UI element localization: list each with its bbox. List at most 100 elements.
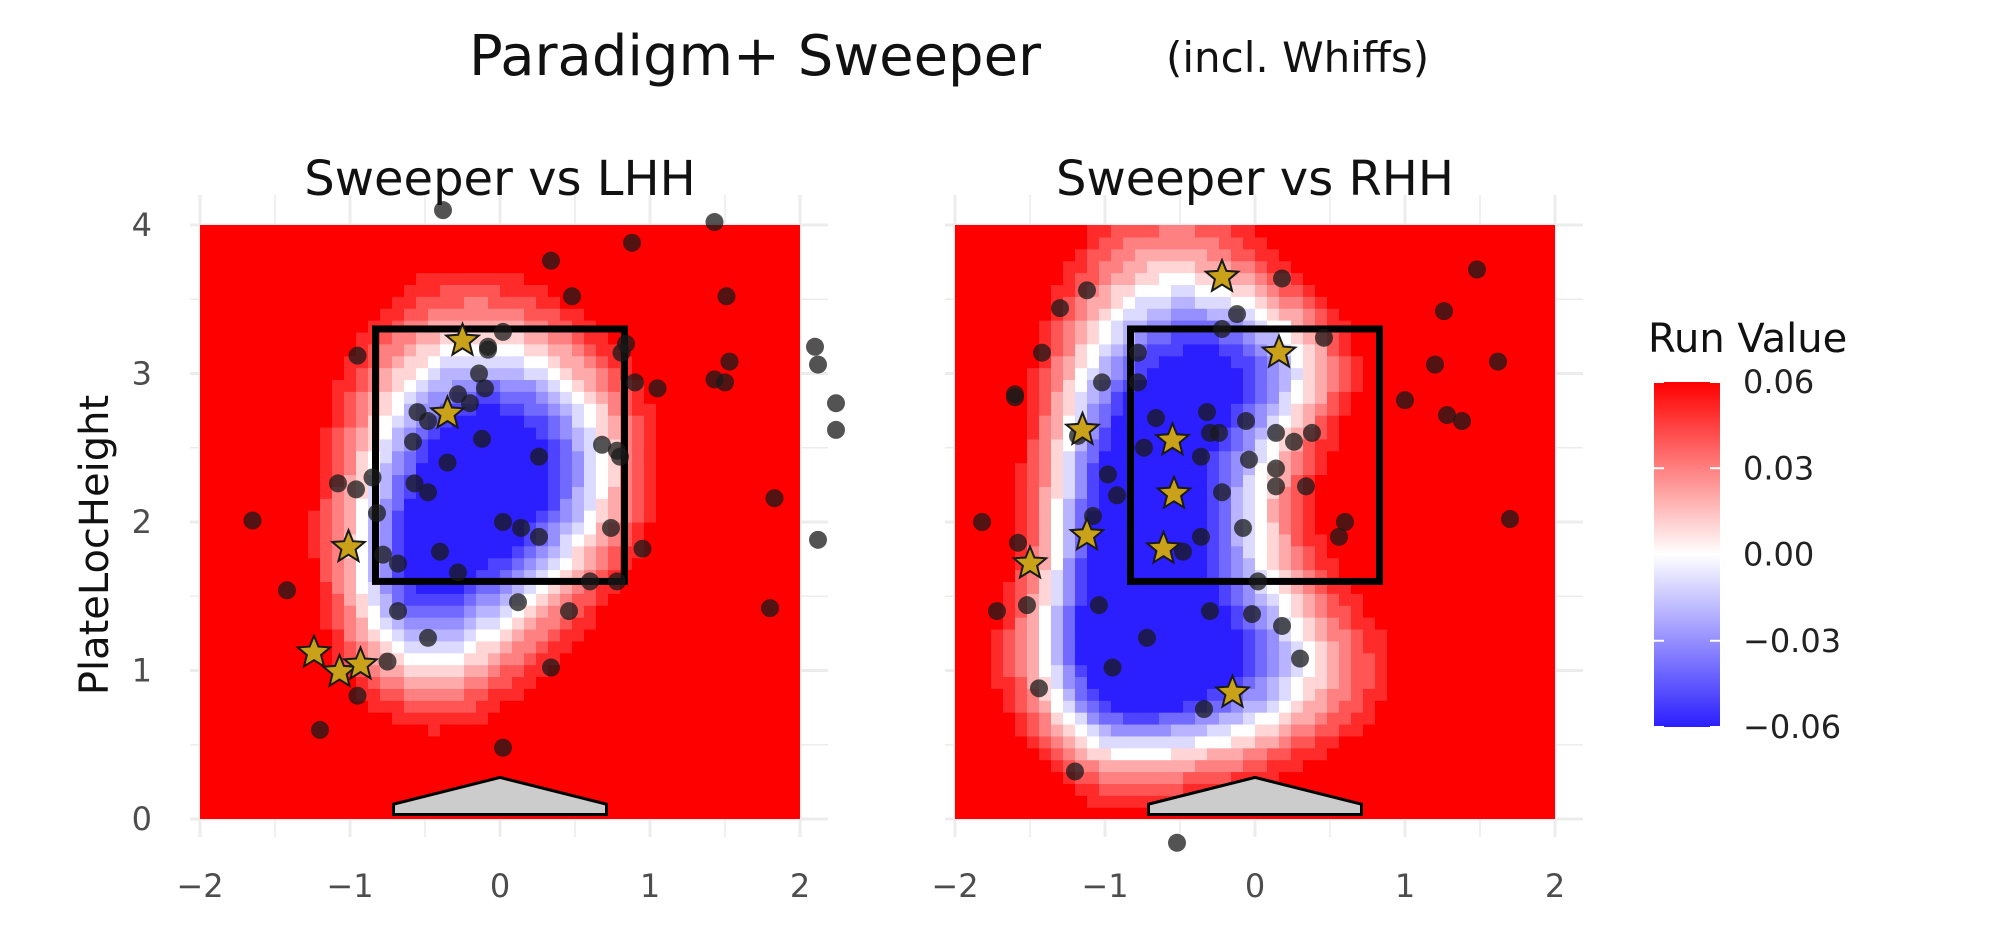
heat-cell [500,676,513,688]
heat-cell [644,486,657,498]
heat-cell [404,225,417,237]
heat-cell [260,570,273,582]
heat-cell [1243,225,1256,237]
heat-cell [1099,344,1112,356]
heat-cell [1039,700,1052,712]
heat-cell [967,712,980,724]
heat-cell [380,771,393,783]
heat-cell [656,629,669,641]
heat-cell [464,463,477,475]
heat-cell [1471,403,1484,415]
heat-cell [608,617,621,629]
heat-cell [1459,284,1472,296]
heat-cell [1291,712,1304,724]
heat-cell [1171,724,1184,736]
heat-cell [584,558,597,570]
heat-cell [1507,249,1520,261]
heat-cell [728,261,741,273]
heat-cell [1483,296,1496,308]
heat-cell [632,474,645,486]
heat-cell [1111,225,1124,237]
heat-cell [1111,368,1124,380]
heat-cell [1171,783,1184,795]
heat-cell [979,391,992,403]
heat-cell [464,771,477,783]
heat-cell [1411,748,1424,760]
heat-cell [1075,712,1088,724]
heat-cell [536,700,549,712]
heat-cell [1003,344,1016,356]
x-tick-label: −2 [176,867,223,905]
heat-cell [452,356,465,368]
heat-cell [320,510,333,522]
heat-cell [272,676,285,688]
heat-cell [428,688,441,700]
heat-cell [272,617,285,629]
heat-cell [1351,748,1364,760]
heat-cell [1027,700,1040,712]
heat-cell [392,296,405,308]
heat-cell [1267,688,1280,700]
heat-cell [1291,546,1304,558]
heat-cell [284,665,297,677]
heat-cell [1315,486,1328,498]
heat-cell [1291,593,1304,605]
heat-cell [1255,676,1268,688]
heat-cell [1303,249,1316,261]
heat-cell [1087,344,1100,356]
heat-cell [955,486,968,498]
heat-cell [1123,308,1136,320]
heat-cell [248,736,261,748]
heat-cell [548,379,561,391]
heat-cell [644,522,657,534]
heat-cell [1255,296,1268,308]
heat-cell [632,522,645,534]
heat-cell [488,676,501,688]
heat-cell [1351,688,1364,700]
heat-cell [500,273,513,285]
heat-cell [656,771,669,783]
heat-cell [1495,261,1508,273]
heat-cell [524,249,537,261]
heat-cell [1435,629,1448,641]
heat-cell [356,783,369,795]
heat-cell [1459,558,1472,570]
heat-cell [1183,379,1196,391]
heat-cell [572,736,585,748]
heat-cell [212,581,225,593]
heat-cell [704,581,717,593]
heat-cell [260,558,273,570]
heat-cell [368,712,381,724]
heat-cell [1303,403,1316,415]
heat-cell [680,570,693,582]
heat-cell [716,451,729,463]
heat-cell [1411,593,1424,605]
heat-cell [476,617,489,629]
heat-cell [1015,665,1028,677]
heat-cell [296,427,309,439]
heat-cell [788,522,801,534]
heat-cell [967,546,980,558]
heat-cell [1435,391,1448,403]
heat-cell [1315,249,1328,261]
heat-cell [1183,391,1196,403]
heat-cell [1471,807,1484,819]
heat-cell [1231,368,1244,380]
heat-cell [320,605,333,617]
heat-cell [392,451,405,463]
heat-cell [1447,356,1460,368]
heat-cell [1039,308,1052,320]
heat-cell [248,486,261,498]
heat-cell [344,391,357,403]
heat-cell [464,225,477,237]
heat-cell [440,629,453,641]
heat-cell [1171,296,1184,308]
heat-cell [608,760,621,772]
heat-cell [1051,558,1064,570]
heat-cell [512,724,525,736]
heat-cell [1411,296,1424,308]
heat-cell [1375,605,1388,617]
heat-cell [1411,332,1424,344]
pitch-point [827,421,845,439]
heat-cell [1423,415,1436,427]
